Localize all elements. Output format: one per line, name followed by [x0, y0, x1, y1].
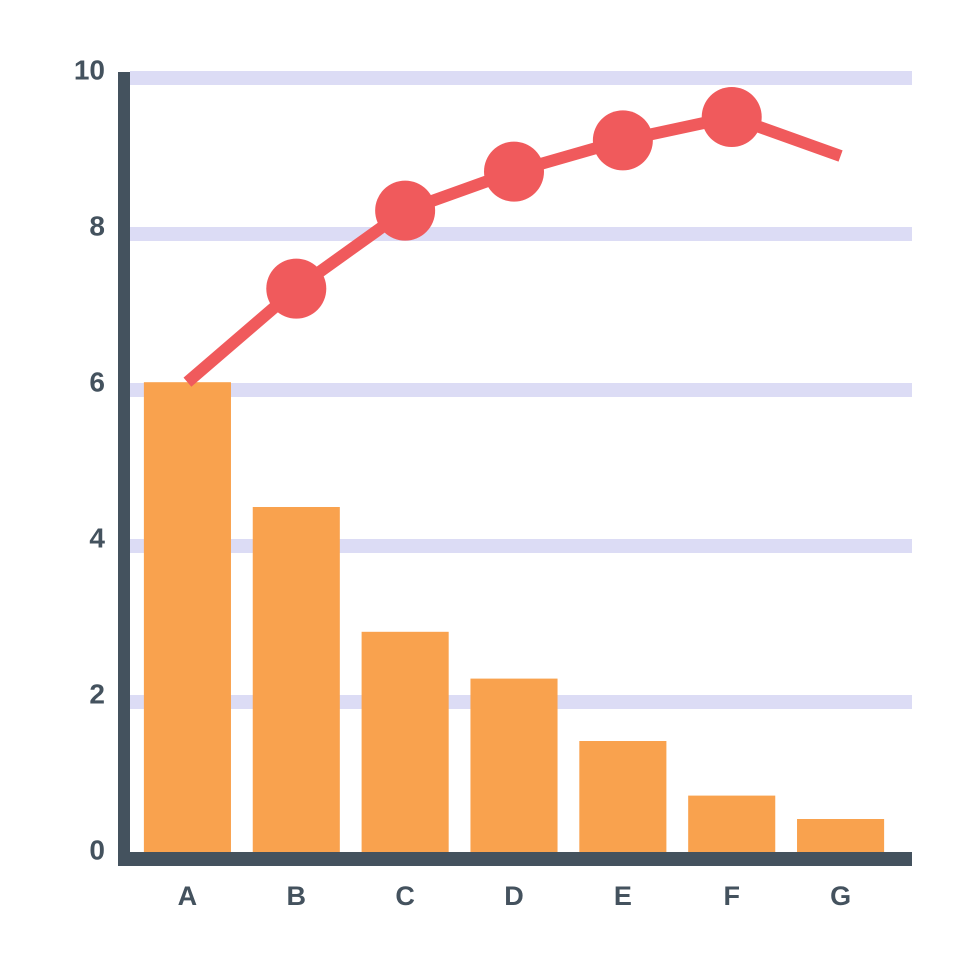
- line-dot: [592, 110, 653, 171]
- line-dot: [484, 141, 544, 202]
- x-tick-label: D: [504, 881, 524, 911]
- x-tick-label: C: [395, 881, 415, 911]
- y-tick-label: 8: [89, 210, 105, 241]
- bar: [470, 678, 558, 858]
- bar: [361, 631, 449, 858]
- y-tick-label: 10: [74, 54, 105, 85]
- y-tick-label: 0: [89, 834, 105, 865]
- y-tick-label: 2: [89, 678, 105, 709]
- x-tick-label: E: [614, 881, 632, 911]
- bar: [252, 507, 340, 858]
- line-dot: [701, 87, 762, 147]
- bar: [688, 795, 776, 858]
- y-tick-label: 6: [89, 366, 105, 397]
- x-tick-label: B: [287, 881, 307, 911]
- line-dot: [266, 258, 327, 319]
- bar: [579, 741, 667, 858]
- x-axis: [118, 852, 912, 866]
- bar: [797, 819, 885, 858]
- x-tick-label: G: [830, 881, 851, 911]
- y-tick-label: 4: [89, 522, 105, 553]
- bar: [143, 382, 231, 858]
- x-tick-label: F: [723, 881, 740, 911]
- y-axis: [118, 72, 130, 866]
- line-dot: [375, 180, 436, 241]
- x-tick-label: A: [178, 881, 198, 911]
